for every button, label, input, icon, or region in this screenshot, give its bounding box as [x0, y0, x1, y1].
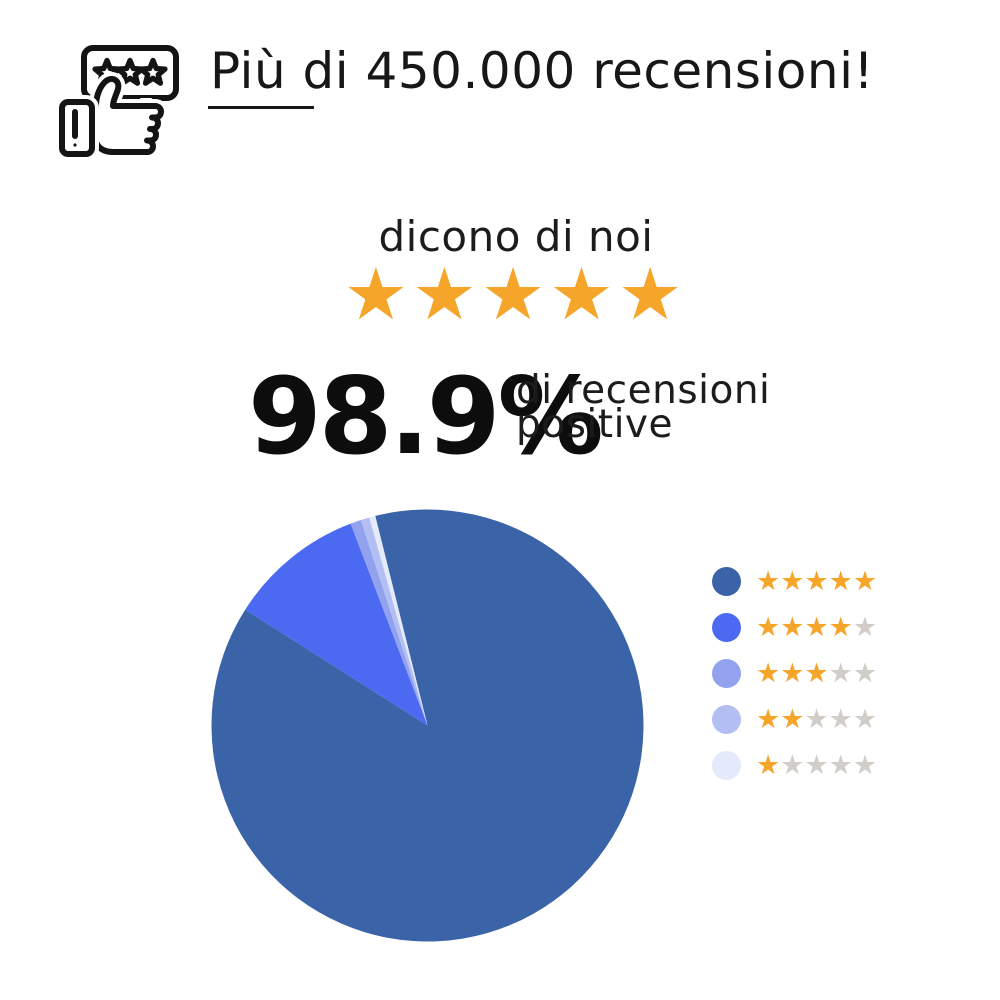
star-empty-icon: ★ — [852, 704, 878, 735]
star-filled-icon: ★ — [780, 566, 805, 597]
legend-stars: ★ ★ ★ ★ ★ — [756, 751, 877, 780]
star-filled-icon: ★ — [412, 252, 477, 336]
star-filled-icon: ★ — [756, 566, 781, 597]
legend-color-dot — [712, 751, 741, 780]
title-underline — [208, 106, 314, 109]
stat-label-line2: positive — [516, 402, 673, 447]
legend-stars: ★ ★ ★ ★ ★ — [756, 659, 877, 688]
stat-label: di recensioni positive — [516, 368, 771, 447]
pie-slice-2-star — [360, 517, 428, 726]
star-empty-icon: ★ — [852, 612, 878, 643]
pie-slice-5-star — [211, 509, 644, 942]
legend-color-dot — [712, 613, 741, 642]
legend-row-2-star: ★ ★ ★ ★ ★ — [712, 705, 877, 734]
star-empty-icon: ★ — [804, 750, 829, 781]
legend-row-4-star: ★ ★ ★ ★ ★ — [712, 613, 877, 642]
legend: ★ ★ ★ ★ ★ ★ ★ ★ ★ ★ ★ ★ ★ ★ ★ ★ ★ ★ ★ ★ ★ ★ ★ ★ ★ — [712, 567, 877, 780]
star-filled-icon: ★ — [804, 566, 829, 597]
page-title: Più di 450.000 recensioni! — [210, 42, 875, 100]
star-filled-icon: ★ — [756, 704, 781, 735]
star-filled-icon: ★ — [804, 612, 829, 643]
cuff-icon — [56, 95, 99, 161]
star-filled-icon: ★ — [756, 612, 781, 643]
star-filled-icon: ★ — [617, 252, 683, 336]
legend-stars: ★ ★ ★ ★ ★ — [756, 567, 877, 596]
star-filled-icon: ★ — [756, 658, 781, 689]
star-filled-icon: ★ — [852, 566, 878, 597]
star-empty-icon: ★ — [828, 658, 853, 689]
review-thumbs-up-icon — [56, 45, 179, 161]
star-filled-icon: ★ — [343, 252, 409, 336]
star-icon — [138, 57, 168, 86]
pie-slice-4-star — [245, 523, 428, 726]
legend-color-dot — [712, 567, 741, 596]
thumb-up-hand-icon — [89, 72, 168, 159]
legend-stars: ★ ★ ★ ★ ★ — [756, 613, 877, 642]
pie-slice-1-star — [369, 515, 428, 726]
star-empty-icon: ★ — [780, 750, 805, 781]
star-filled-icon: ★ — [480, 252, 546, 336]
star-filled-icon: ★ — [756, 750, 781, 781]
star-filled-icon: ★ — [780, 612, 805, 643]
star-filled-icon: ★ — [780, 658, 805, 689]
star-filled-icon: ★ — [828, 612, 853, 643]
legend-stars: ★ ★ ★ ★ ★ — [756, 705, 877, 734]
legend-color-dot — [712, 705, 741, 734]
star-filled-icon: ★ — [828, 566, 853, 597]
legend-color-dot — [712, 659, 741, 688]
star-empty-icon: ★ — [804, 704, 829, 735]
stat-value: 98.9% — [248, 355, 604, 478]
stat-label-line1: di recensioni — [516, 368, 771, 413]
tagline: dicono di noi — [378, 212, 654, 261]
rating-stars-row: ★ ★ ★ ★ ★ — [0, 258, 1000, 330]
pie-chart — [211, 509, 644, 942]
star-empty-icon: ★ — [852, 750, 878, 781]
star-empty-icon: ★ — [828, 704, 853, 735]
star-empty-icon: ★ — [828, 750, 853, 781]
star-filled-icon: ★ — [804, 658, 829, 689]
star-empty-icon: ★ — [852, 658, 878, 689]
legend-row-3-star: ★ ★ ★ ★ ★ — [712, 659, 877, 688]
legend-row-5-star: ★ ★ ★ ★ ★ — [712, 567, 877, 596]
star-filled-icon: ★ — [549, 252, 614, 336]
star-filled-icon: ★ — [780, 704, 805, 735]
legend-row-1-star: ★ ★ ★ ★ ★ — [712, 751, 877, 780]
pie-slice-3-star — [350, 520, 428, 726]
